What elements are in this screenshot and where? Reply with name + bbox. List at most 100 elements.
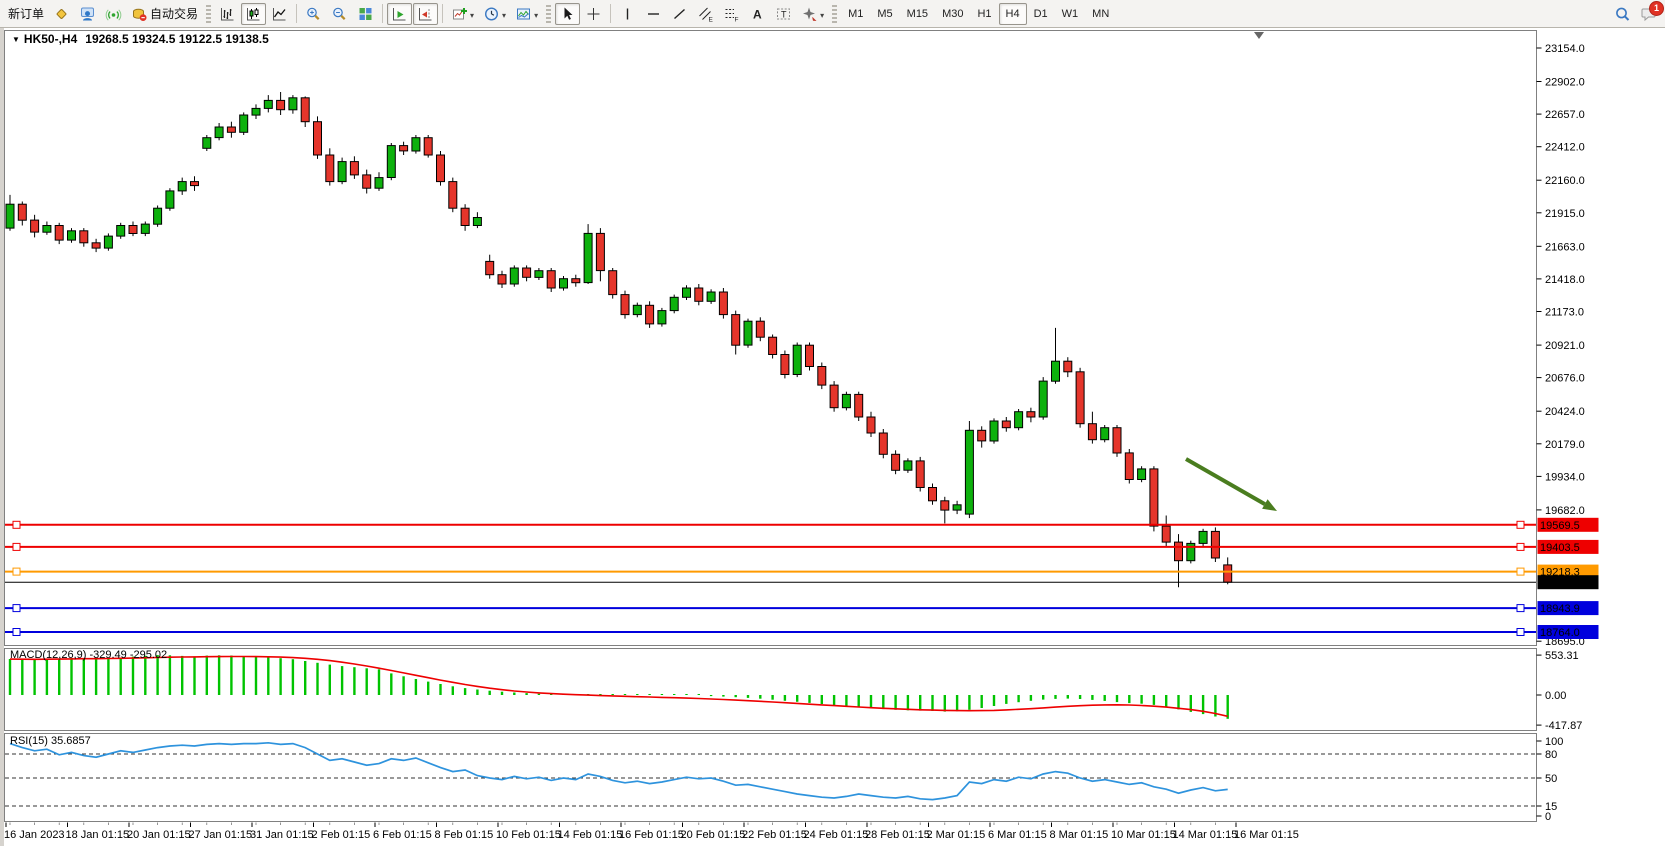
text-button[interactable]: A — [745, 3, 770, 25]
periods-button[interactable] — [479, 3, 510, 25]
candle-body — [1063, 360, 1073, 373]
candle-body — [669, 296, 679, 312]
timeframe-m5[interactable]: M5 — [870, 3, 899, 25]
timeframe-mn[interactable]: MN — [1085, 3, 1116, 25]
zoom-out-button[interactable] — [327, 3, 352, 25]
line-handle[interactable] — [1516, 604, 1525, 613]
cursor-icon — [564, 7, 573, 20]
text-label-button[interactable]: T — [771, 3, 796, 25]
candle-body — [694, 287, 704, 302]
price-badge-label: 18943.9 — [1540, 603, 1580, 615]
candle-body — [632, 304, 642, 316]
candle-body — [866, 416, 876, 434]
templates-icon — [517, 8, 531, 19]
auto-scroll-button[interactable] — [387, 2, 413, 25]
indicators-button[interactable] — [447, 3, 478, 25]
candle-body — [362, 174, 372, 189]
timeframe-h4[interactable]: H4 — [998, 2, 1027, 25]
trend-arrow[interactable] — [1185, 457, 1266, 506]
price-badge-label: 18764.0 — [1540, 627, 1580, 639]
line-handle[interactable] — [1516, 542, 1525, 551]
candle-body — [103, 235, 113, 249]
macd-indicator-label: MACD(12,26,9) -329.49 -295.02 — [10, 649, 168, 661]
notifications-button[interactable]: 1 — [1636, 0, 1664, 25]
diamond-button[interactable] — [49, 3, 74, 25]
equidistant-channel-button[interactable]: E — [693, 3, 718, 25]
templates-button[interactable] — [511, 3, 542, 25]
timeframe-m15[interactable]: M15 — [900, 3, 935, 25]
candle-body — [915, 460, 925, 488]
candle-body — [559, 278, 568, 289]
candle-body — [1051, 360, 1060, 382]
candle-body — [977, 429, 987, 442]
price-badge-label: 19403.5 — [1540, 542, 1580, 554]
timeframe-m1[interactable]: M1 — [841, 3, 870, 25]
vertical-line-icon — [626, 8, 629, 19]
candle-body — [546, 270, 556, 289]
timeframe-m30[interactable]: M30 — [935, 3, 970, 25]
arrows-button[interactable] — [797, 3, 828, 25]
chart-shift-button[interactable] — [413, 2, 439, 25]
candle-body — [79, 230, 89, 244]
date-label: 20 Jan 01:15 — [127, 829, 191, 841]
vertical-line-button[interactable] — [615, 3, 640, 25]
line-handle[interactable] — [12, 567, 21, 576]
candle-body — [940, 500, 950, 511]
date-label: 2 Mar 01:15 — [927, 829, 986, 841]
new-order-button[interactable]: 新订单 — [4, 3, 48, 25]
candle-body — [608, 270, 618, 296]
candle-body — [1174, 541, 1183, 562]
chart-shift-marker[interactable] — [1254, 32, 1264, 39]
indicators-icon — [453, 7, 468, 19]
zoom-in-button[interactable] — [301, 3, 326, 25]
date-label: 31 Jan 01:15 — [250, 829, 314, 841]
price-axis[interactable] — [1537, 31, 1663, 645]
trend-arrow-head[interactable] — [1262, 499, 1277, 511]
horizontal-line-button[interactable] — [641, 3, 666, 25]
line-handle[interactable] — [12, 628, 21, 636]
candle-body — [964, 429, 974, 515]
line-handle[interactable] — [1516, 520, 1525, 529]
search-button[interactable] — [1610, 3, 1635, 25]
price-tick-label: 21915.0 — [1545, 208, 1585, 220]
line-chart-button[interactable] — [267, 3, 292, 25]
time-axis[interactable] — [5, 823, 1536, 842]
candle-body — [1223, 564, 1233, 583]
autotrading-button[interactable]: 自动交易 — [127, 3, 202, 25]
candle-body — [325, 154, 335, 183]
fibonacci-button[interactable]: F — [719, 3, 744, 25]
svg-text:E: E — [709, 16, 714, 22]
candle-body — [829, 384, 839, 409]
bar-chart-button[interactable] — [215, 3, 240, 25]
line-handle[interactable] — [12, 604, 21, 613]
timeframe-h1[interactable]: H1 — [970, 3, 998, 25]
date-label: 8 Feb 01:15 — [435, 829, 494, 841]
rsi-line — [9, 741, 1228, 801]
crosshair-button[interactable] — [581, 3, 606, 25]
dropdown-caret-icon — [502, 6, 506, 21]
price-badge — [1537, 564, 1599, 579]
candle-body — [1137, 468, 1147, 480]
line-handle[interactable] — [1516, 567, 1525, 576]
line-handle[interactable] — [1516, 628, 1525, 636]
collapse-arrow-icon[interactable]: ▼ — [12, 35, 20, 44]
candle-body — [128, 225, 138, 234]
line-handle[interactable] — [12, 542, 21, 551]
candle-body — [1198, 530, 1208, 544]
signals-button[interactable] — [101, 3, 126, 25]
timeframe-w1[interactable]: W1 — [1055, 3, 1086, 25]
profile-button[interactable] — [75, 3, 100, 25]
candlestick-chart-button[interactable] — [241, 2, 267, 25]
panel-border — [4, 30, 1537, 646]
cursor-button[interactable] — [555, 2, 581, 25]
candle-body — [1038, 380, 1048, 418]
candle-body — [91, 242, 101, 249]
line-handle[interactable] — [12, 520, 21, 529]
timeframe-d1[interactable]: D1 — [1027, 3, 1055, 25]
tile-windows-button[interactable] — [353, 3, 378, 25]
candle-body — [805, 344, 814, 368]
trendline-button[interactable] — [667, 3, 692, 25]
price-tick-label: 20676.0 — [1545, 373, 1585, 385]
candle-body — [177, 181, 187, 192]
diamond-icon — [56, 8, 67, 19]
